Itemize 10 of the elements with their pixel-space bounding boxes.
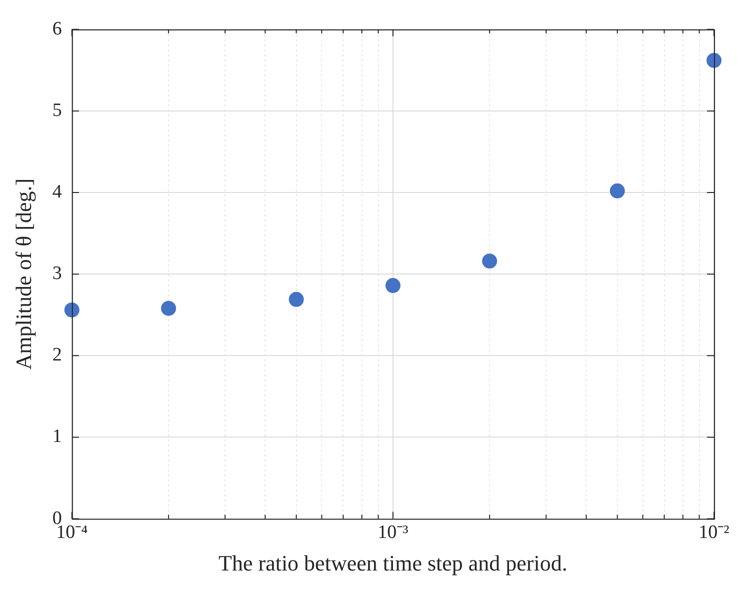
x-tick-label: 10⁻² bbox=[698, 522, 730, 544]
y-tick-label: 4 bbox=[52, 182, 62, 203]
y-tick-label: 3 bbox=[52, 263, 62, 284]
y-tick-label: 1 bbox=[52, 426, 62, 448]
y-tick-label: 5 bbox=[52, 100, 62, 121]
y-tick-label: 2 bbox=[52, 344, 62, 366]
x-tick-label: 10⁻³ bbox=[378, 522, 409, 544]
x-axis-title: The ratio between time step and period. bbox=[218, 550, 568, 576]
y-tick-label: 6 bbox=[52, 18, 62, 40]
y-axis-title: Amplitude of θ [deg.] bbox=[10, 178, 36, 370]
